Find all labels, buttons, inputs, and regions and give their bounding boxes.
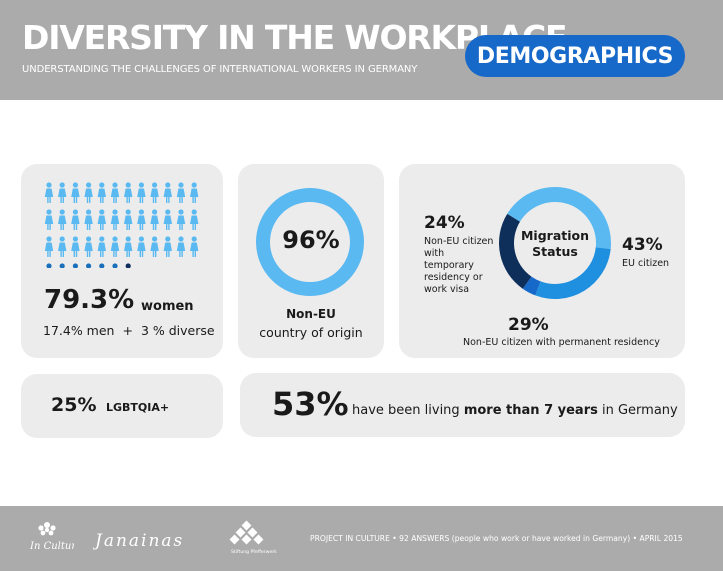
country-of-origin-label: country of origin [259,325,363,340]
woman-icon [137,182,146,203]
lgbt-label: LGBTQIA+ [106,401,170,414]
in-culture-logo: In Culture [29,522,74,552]
permanent-residency-segment [535,247,611,299]
gender-card [21,164,223,358]
in-culture-logo-text: In Culture [29,541,74,552]
temporary-residency-label: Non-EU citizen with temporary residency … [424,236,494,295]
woman-icon [44,182,54,203]
residence-text-bold: more than 7 years [463,403,598,418]
woman-icon [84,209,93,230]
eu-citizen-label: EU citizen [622,258,670,269]
woman-icon [150,236,159,257]
men-diverse-line: 17.4% men + 3 % diverse [43,323,215,338]
residence-label: have been living more than 7 years in Ge… [352,403,678,418]
lgbt-percentage: 25% [51,394,97,416]
woman-icon [58,236,67,257]
page-subtitle: UNDERSTANDING THE CHALLENGES OF INTERNAT… [22,64,418,75]
woman-icon [71,182,80,203]
woman-icon [190,182,199,203]
woman-icon [137,209,146,230]
woman-icon [150,209,159,230]
woman-icon [44,209,54,230]
origin-ring-chart [256,188,364,296]
diverse-percentage: 3 % diverse [140,323,215,338]
woman-icon [176,209,186,230]
residence-percentage: 53% [272,385,349,423]
woman-icon [97,236,106,257]
eu-citizen-segment [507,187,611,250]
woman-icon [137,236,146,257]
migration-donut-chart [499,187,611,299]
plus-sign: + [122,323,133,338]
janainas-logo-text: Janainas [93,531,184,551]
origin-ring [256,188,364,296]
non-eu-label: Non-EU [286,307,336,321]
woman-icon [124,182,133,203]
women-label: women [141,299,194,314]
man-icon [72,263,78,268]
woman-icon [97,209,106,230]
woman-icon [97,182,106,203]
woman-icon [58,182,67,203]
woman-icon [124,236,133,257]
woman-icon [71,236,80,257]
woman-icon [58,209,67,230]
eu-citizen-percentage: 43% [622,235,663,255]
woman-icon [71,209,80,230]
permanent-residency-percentage: 29% [508,315,549,335]
women-percentage: 79.3% [44,285,135,315]
woman-icon [84,182,93,203]
woman-icon [110,209,120,230]
janainas-logo: Janainas [93,531,184,551]
footer-credits: PROJECT IN CULTURE • 92 ANSWERS (people … [310,534,683,543]
permanent-residency-label: Non-EU citizen with permanent residency [463,337,660,348]
other-segment [522,276,541,296]
non-eu-percentage: 96% [282,226,340,254]
woman-icon [190,236,199,257]
migration-title-line2: Status [532,243,578,259]
people-pictogram [44,182,199,268]
man-icon [59,263,65,268]
woman-icon [110,236,120,257]
migration-title-line1: Migration [520,228,590,243]
temporary-residency-segment [499,213,532,289]
residence-card [240,373,685,437]
woman-icon [176,182,186,203]
woman-icon [190,209,199,230]
lgbt-card [21,374,223,438]
residence-text-pre: have been living [352,403,460,418]
footer-bar [0,506,723,571]
diverse-person-icon [125,263,131,268]
man-icon [99,263,105,268]
woman-icon [176,236,186,257]
residence-text-post: in Germany [602,403,678,418]
migration-title: Migration Status [505,228,605,259]
pfefferwerk-logo-text: Stiftung Pfefferwerk [231,549,277,555]
woman-icon [150,182,159,203]
man-icon [86,263,92,268]
man-icon [112,263,118,268]
woman-icon [163,209,172,230]
man-icon [46,263,52,268]
woman-icon [124,209,133,230]
woman-icon [163,182,172,203]
pfefferwerk-logo: Stiftung Pfefferwerk [229,520,277,555]
woman-icon [163,236,172,257]
demographics-badge: DEMOGRAPHICS [465,35,685,77]
woman-icon [84,236,93,257]
woman-icon [110,182,120,203]
temporary-residency-percentage: 24% [424,213,465,233]
men-percentage: 17.4% men [43,323,115,338]
woman-icon [44,236,54,257]
